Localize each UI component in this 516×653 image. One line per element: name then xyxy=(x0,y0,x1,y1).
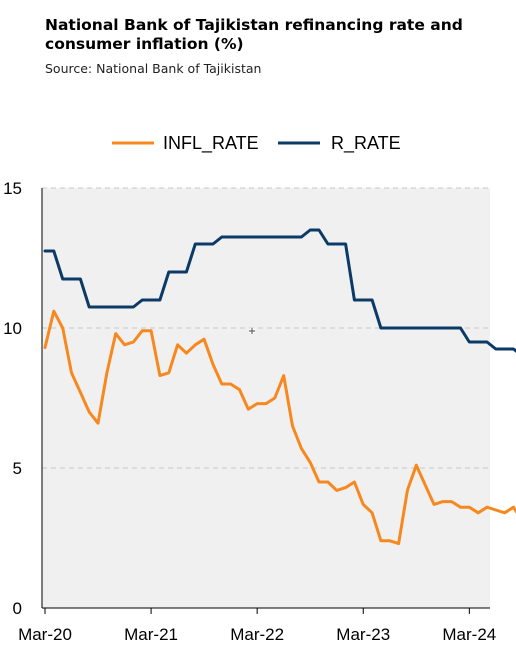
chart-title: National Bank of Tajikistan refinancing … xyxy=(45,16,463,53)
series-line-r-rate xyxy=(43,228,516,353)
y-tick-label: 10 xyxy=(3,319,22,338)
chart-subtitle: Source: National Bank of Tajikistan xyxy=(45,61,262,76)
series-lines xyxy=(43,228,516,546)
x-tick-label: Mar-22 xyxy=(230,625,284,644)
y-axis-ticks: 0 5 10 15 xyxy=(3,179,22,618)
series-line-infl-rate xyxy=(43,309,516,546)
x-tick-label: Mar-23 xyxy=(336,625,390,644)
x-tick-label: Mar-21 xyxy=(124,625,178,644)
legend-label: INFL_RATE xyxy=(163,133,259,154)
plot-area xyxy=(42,188,490,608)
legend: INFL_RATE R_RATE xyxy=(112,133,401,154)
legend-label: R_RATE xyxy=(331,133,401,154)
x-tick-label: Mar-20 xyxy=(18,625,72,644)
y-tick-label: 5 xyxy=(13,459,22,478)
y-tick-label: 15 xyxy=(3,179,22,198)
y-tick-label: 0 xyxy=(13,599,22,618)
crosshair-cursor-icon xyxy=(249,328,255,334)
x-tick-label: Mar-24 xyxy=(442,625,496,644)
